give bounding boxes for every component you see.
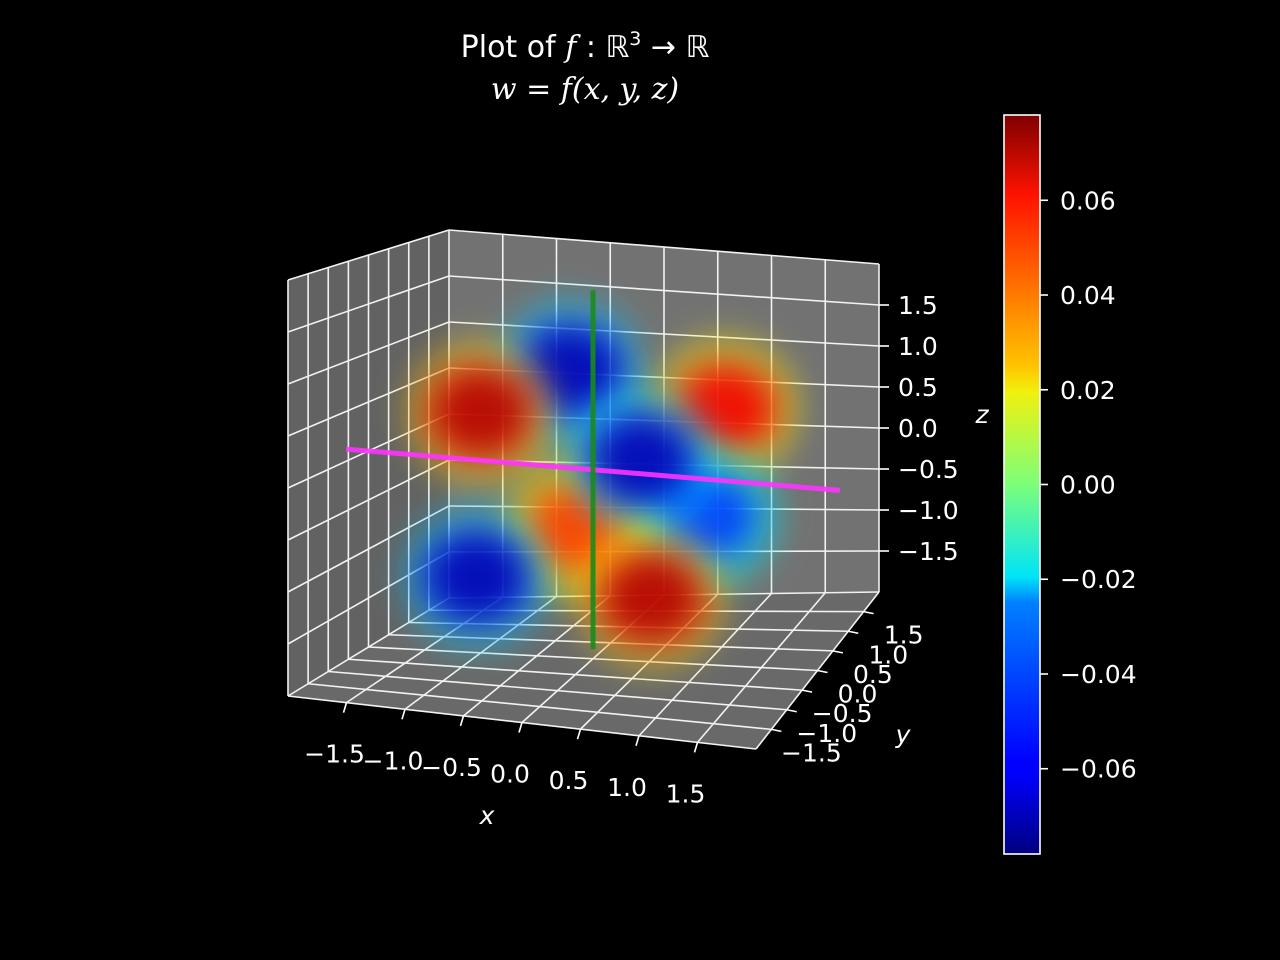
x-tick-label: −0.5	[421, 753, 482, 782]
colorbar-tick-label: −0.04	[1060, 660, 1137, 689]
axes-3d: −1.5−1.0−0.5 0.0 0.5 1.0 1.5−1.5−1.0−0.50.00…	[287, 229, 989, 830]
z-tick-label: −1.0	[898, 496, 959, 525]
x-tick-mark	[342, 702, 348, 713]
data-cloud-core	[432, 539, 521, 616]
colorbar-tick-label: 0.02	[1060, 376, 1116, 405]
z-tick-label: 0.5	[898, 373, 938, 402]
z-tick-label: 0.0	[898, 414, 938, 443]
title-line-1: Plot of f : ℝ3 → ℝ	[461, 28, 710, 65]
chart-title: Plot of f : ℝ3 → ℝ w = f(x, y, z)	[461, 28, 710, 107]
y-tick-label: −0.5	[812, 699, 873, 728]
x-tick-mark	[635, 735, 640, 746]
y-tick-mark	[801, 689, 813, 693]
y-tick-mark	[848, 630, 859, 635]
x-tick-label: 1.0	[607, 773, 647, 802]
y-tick-mark	[863, 610, 874, 615]
x-tick-mark	[518, 722, 523, 733]
y-tick-label: 1.5	[884, 621, 924, 650]
title-line-2: w = f(x, y, z)	[491, 72, 679, 107]
x-tick-mark	[576, 728, 582, 740]
x-tick-mark	[459, 715, 465, 727]
colorbar-tick-label: 0.00	[1060, 471, 1116, 500]
colorbar-tick-label: 0.04	[1060, 281, 1116, 310]
y-tick-label: −1.0	[796, 719, 857, 748]
gridline-z	[287, 275, 450, 333]
x-tick-label: −1.5	[304, 740, 365, 769]
y-tick-mark	[786, 708, 797, 713]
x-tick-label: 1.5	[666, 779, 706, 808]
y-axis-label: y	[895, 720, 912, 749]
z-axis-label: z	[974, 400, 989, 429]
axis-lines	[345, 290, 841, 650]
gridline-z	[287, 321, 450, 385]
colorbar-tick-label: 0.06	[1060, 186, 1116, 215]
data-cloud-core	[607, 559, 696, 636]
colorbar-gradient	[1003, 114, 1041, 855]
data-cloud-core	[598, 422, 687, 499]
tick-labels: −1.5−1.0−0.5 0.0 0.5 1.0 1.5−1.5−1.0−0.50.00…	[304, 291, 959, 808]
z-tick-label: −0.5	[898, 455, 959, 484]
y-tick-label: −1.5	[781, 738, 842, 767]
x-tick-label: −1.0	[363, 746, 424, 775]
x-tick-label: 0.5	[549, 766, 589, 795]
gridline-x	[696, 592, 826, 743]
colorbar-ticks: −0.06 −0.04 −0.02 0.00 0.02 0.04 0.06	[1040, 186, 1137, 784]
z-tick-label: 1.0	[898, 332, 938, 361]
colorbar: −0.06 −0.04 −0.02 0.00 0.02 0.04 0.06	[1003, 114, 1137, 855]
y-tick-label: 0.5	[853, 660, 893, 689]
z-tick-label: −1.5	[898, 537, 959, 566]
y-tick-label: 1.0	[868, 640, 908, 669]
x-tick-mark	[693, 742, 699, 753]
x-tick-mark	[401, 709, 406, 720]
y-tick-label: 0.0	[838, 680, 878, 709]
colorbar-tick-label: −0.06	[1060, 755, 1137, 784]
z-tick-label: 1.5	[898, 291, 938, 320]
data-cloud-core	[436, 374, 525, 451]
y-tick-mark	[771, 728, 782, 733]
colorbar-tick-label: −0.02	[1060, 565, 1137, 594]
y-tick-mark	[817, 669, 828, 674]
gridline-y	[368, 646, 818, 672]
x-tick-label: 0.0	[490, 760, 530, 789]
x-axis-label: x	[479, 801, 495, 830]
y-tick-mark	[832, 650, 844, 654]
gridline-z	[448, 275, 880, 306]
gridline-x	[638, 592, 773, 737]
